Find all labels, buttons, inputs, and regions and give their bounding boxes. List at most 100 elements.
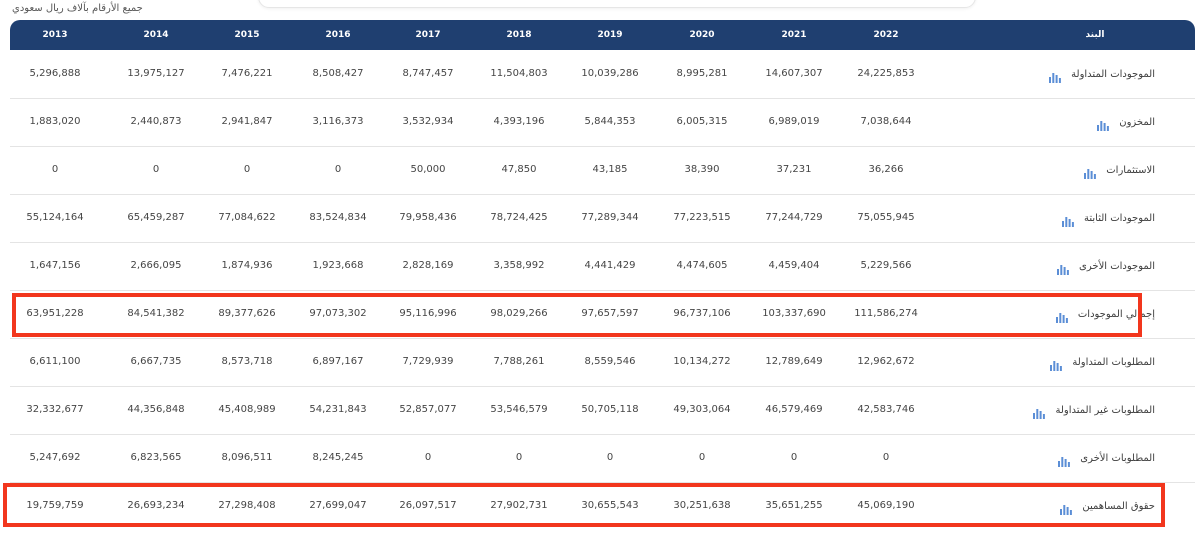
row-label-cell: المطلوبات المتداولة xyxy=(985,338,1155,386)
value-cell: 65,459,287 xyxy=(127,212,185,223)
value-cell: 26,693,234 xyxy=(127,500,185,511)
value-cell: 5,296,888 xyxy=(29,68,81,79)
value-cell: 10,039,286 xyxy=(581,68,639,79)
row-label-cell: الموجودات الأخرى xyxy=(985,242,1155,290)
bar-chart-icon[interactable] xyxy=(1050,359,1063,371)
value-cell: 55,124,164 xyxy=(26,212,84,223)
header-year-2: 2020 xyxy=(689,30,715,40)
value-cell: 0 xyxy=(515,452,523,463)
header-year-6: 2016 xyxy=(325,30,351,40)
value-cell: 19,759,759 xyxy=(26,500,84,511)
value-cell: 0 xyxy=(152,164,160,175)
bar-chart-icon[interactable] xyxy=(1084,167,1097,179)
value-cell: 42,583,746 xyxy=(857,404,915,415)
value-cell: 6,611,100 xyxy=(29,356,81,367)
value-cell: 8,096,511 xyxy=(221,452,273,463)
value-cell: 111,586,274 xyxy=(854,308,918,319)
table-header: البند 2022 2021 2020 2019 2018 2017 2016 2015 20… xyxy=(10,20,1195,50)
row-label-cell: المطلوبات الأخرى xyxy=(985,434,1155,482)
value-cell: 3,358,992 xyxy=(493,260,545,271)
value-cell: 35,651,255 xyxy=(765,500,823,511)
value-cell: 5,844,353 xyxy=(584,116,636,127)
table-row: الموجودات المتداولة 24,225,853 14,607,307 8… xyxy=(10,50,1195,99)
value-cell: 0 xyxy=(698,452,706,463)
table-row: حقوق المساهمين 45,069,190 35,651,255 30,251… xyxy=(10,482,1195,527)
value-cell: 8,559,546 xyxy=(584,356,636,367)
header-year-4: 2018 xyxy=(506,30,532,40)
header-year-8: 2014 xyxy=(143,30,169,40)
row-label-cell: المخزون xyxy=(985,98,1155,146)
table-row: الموجودات الثابتة 75,055,945 77,244,729 77,… xyxy=(10,194,1195,243)
header-item-label: البند xyxy=(1085,30,1105,40)
value-cell: 96,737,106 xyxy=(673,308,731,319)
value-cell: 4,474,605 xyxy=(676,260,728,271)
value-cell: 53,546,579 xyxy=(490,404,548,415)
row-label-cell: الموجودات الثابتة xyxy=(985,194,1155,242)
value-cell: 77,223,515 xyxy=(673,212,731,223)
bar-chart-icon[interactable] xyxy=(1097,119,1110,131)
value-cell: 54,231,843 xyxy=(309,404,367,415)
row-label-cell: الموجودات المتداولة xyxy=(985,50,1155,98)
header-year-5: 2017 xyxy=(415,30,441,40)
row-label: الموجودات الأخرى xyxy=(1079,260,1155,272)
table-row: إجمالي الموجودات 111,586,274 103,337,690 96… xyxy=(10,290,1195,339)
value-cell: 6,897,167 xyxy=(312,356,364,367)
value-cell: 14,607,307 xyxy=(765,68,823,79)
value-cell: 0 xyxy=(51,164,59,175)
value-cell: 0 xyxy=(243,164,251,175)
row-label: الاستثمارات xyxy=(1106,164,1155,176)
value-cell: 27,902,731 xyxy=(490,500,548,511)
value-cell: 63,951,228 xyxy=(26,308,84,319)
value-cell: 8,747,457 xyxy=(402,68,454,79)
value-cell: 5,229,566 xyxy=(860,260,912,271)
value-cell: 6,989,019 xyxy=(768,116,820,127)
value-cell: 77,289,344 xyxy=(581,212,639,223)
row-label: المطلوبات الأخرى xyxy=(1080,452,1155,464)
value-cell: 6,823,565 xyxy=(130,452,182,463)
value-cell: 46,579,469 xyxy=(765,404,823,415)
value-cell: 78,724,425 xyxy=(490,212,548,223)
header-year-1: 2021 xyxy=(781,30,807,40)
units-note: جميع الأرقام بآلاف ريال سعودي xyxy=(12,3,143,14)
value-cell: 45,408,989 xyxy=(218,404,276,415)
table-row: الاستثمارات 36,266 37,231 38,390 43,185 47,85… xyxy=(10,146,1195,195)
value-cell: 12,789,649 xyxy=(765,356,823,367)
value-cell: 5,247,692 xyxy=(29,452,81,463)
table-row: المخزون 7,038,644 6,989,019 6,005,315 5,844,… xyxy=(10,98,1195,147)
value-cell: 0 xyxy=(606,452,614,463)
value-cell: 77,084,622 xyxy=(218,212,276,223)
value-cell: 50,000 xyxy=(410,164,446,175)
header-year-9: 2013 xyxy=(42,30,68,40)
bar-chart-icon[interactable] xyxy=(1062,215,1074,227)
value-cell: 30,251,638 xyxy=(673,500,731,511)
row-label: حقوق المساهمين xyxy=(1082,500,1155,512)
value-cell: 2,941,847 xyxy=(221,116,273,127)
value-cell: 8,573,718 xyxy=(221,356,273,367)
value-cell: 26,097,517 xyxy=(399,500,457,511)
bar-chart-icon[interactable] xyxy=(1033,407,1046,419)
row-label-cell: إجمالي الموجودات xyxy=(985,290,1155,338)
value-cell: 0 xyxy=(424,452,432,463)
table-row: المطلوبات غير المتداولة 42,583,746 46,579,… xyxy=(10,386,1195,435)
value-cell: 2,440,873 xyxy=(130,116,182,127)
value-cell: 13,975,127 xyxy=(127,68,185,79)
value-cell: 0 xyxy=(882,452,890,463)
value-cell: 97,073,302 xyxy=(309,308,367,319)
value-cell: 8,245,245 xyxy=(312,452,364,463)
financial-table: البند 2022 2021 2020 2019 2018 2017 2016 2015 20… xyxy=(10,20,1195,527)
bar-chart-icon[interactable] xyxy=(1060,503,1073,515)
value-cell: 83,524,834 xyxy=(309,212,367,223)
bar-chart-icon[interactable] xyxy=(1049,71,1062,83)
row-label: المطلوبات المتداولة xyxy=(1072,356,1155,368)
header-year-3: 2019 xyxy=(597,30,623,40)
value-cell: 7,729,939 xyxy=(402,356,454,367)
value-cell: 3,532,934 xyxy=(402,116,454,127)
value-cell: 37,231 xyxy=(776,164,812,175)
value-cell: 27,699,047 xyxy=(309,500,367,511)
bar-chart-icon[interactable] xyxy=(1057,263,1069,275)
header-year-7: 2015 xyxy=(234,30,260,40)
value-cell: 36,266 xyxy=(868,164,904,175)
value-cell: 4,393,196 xyxy=(493,116,545,127)
bar-chart-icon[interactable] xyxy=(1055,311,1068,323)
bar-chart-icon[interactable] xyxy=(1058,455,1071,467)
